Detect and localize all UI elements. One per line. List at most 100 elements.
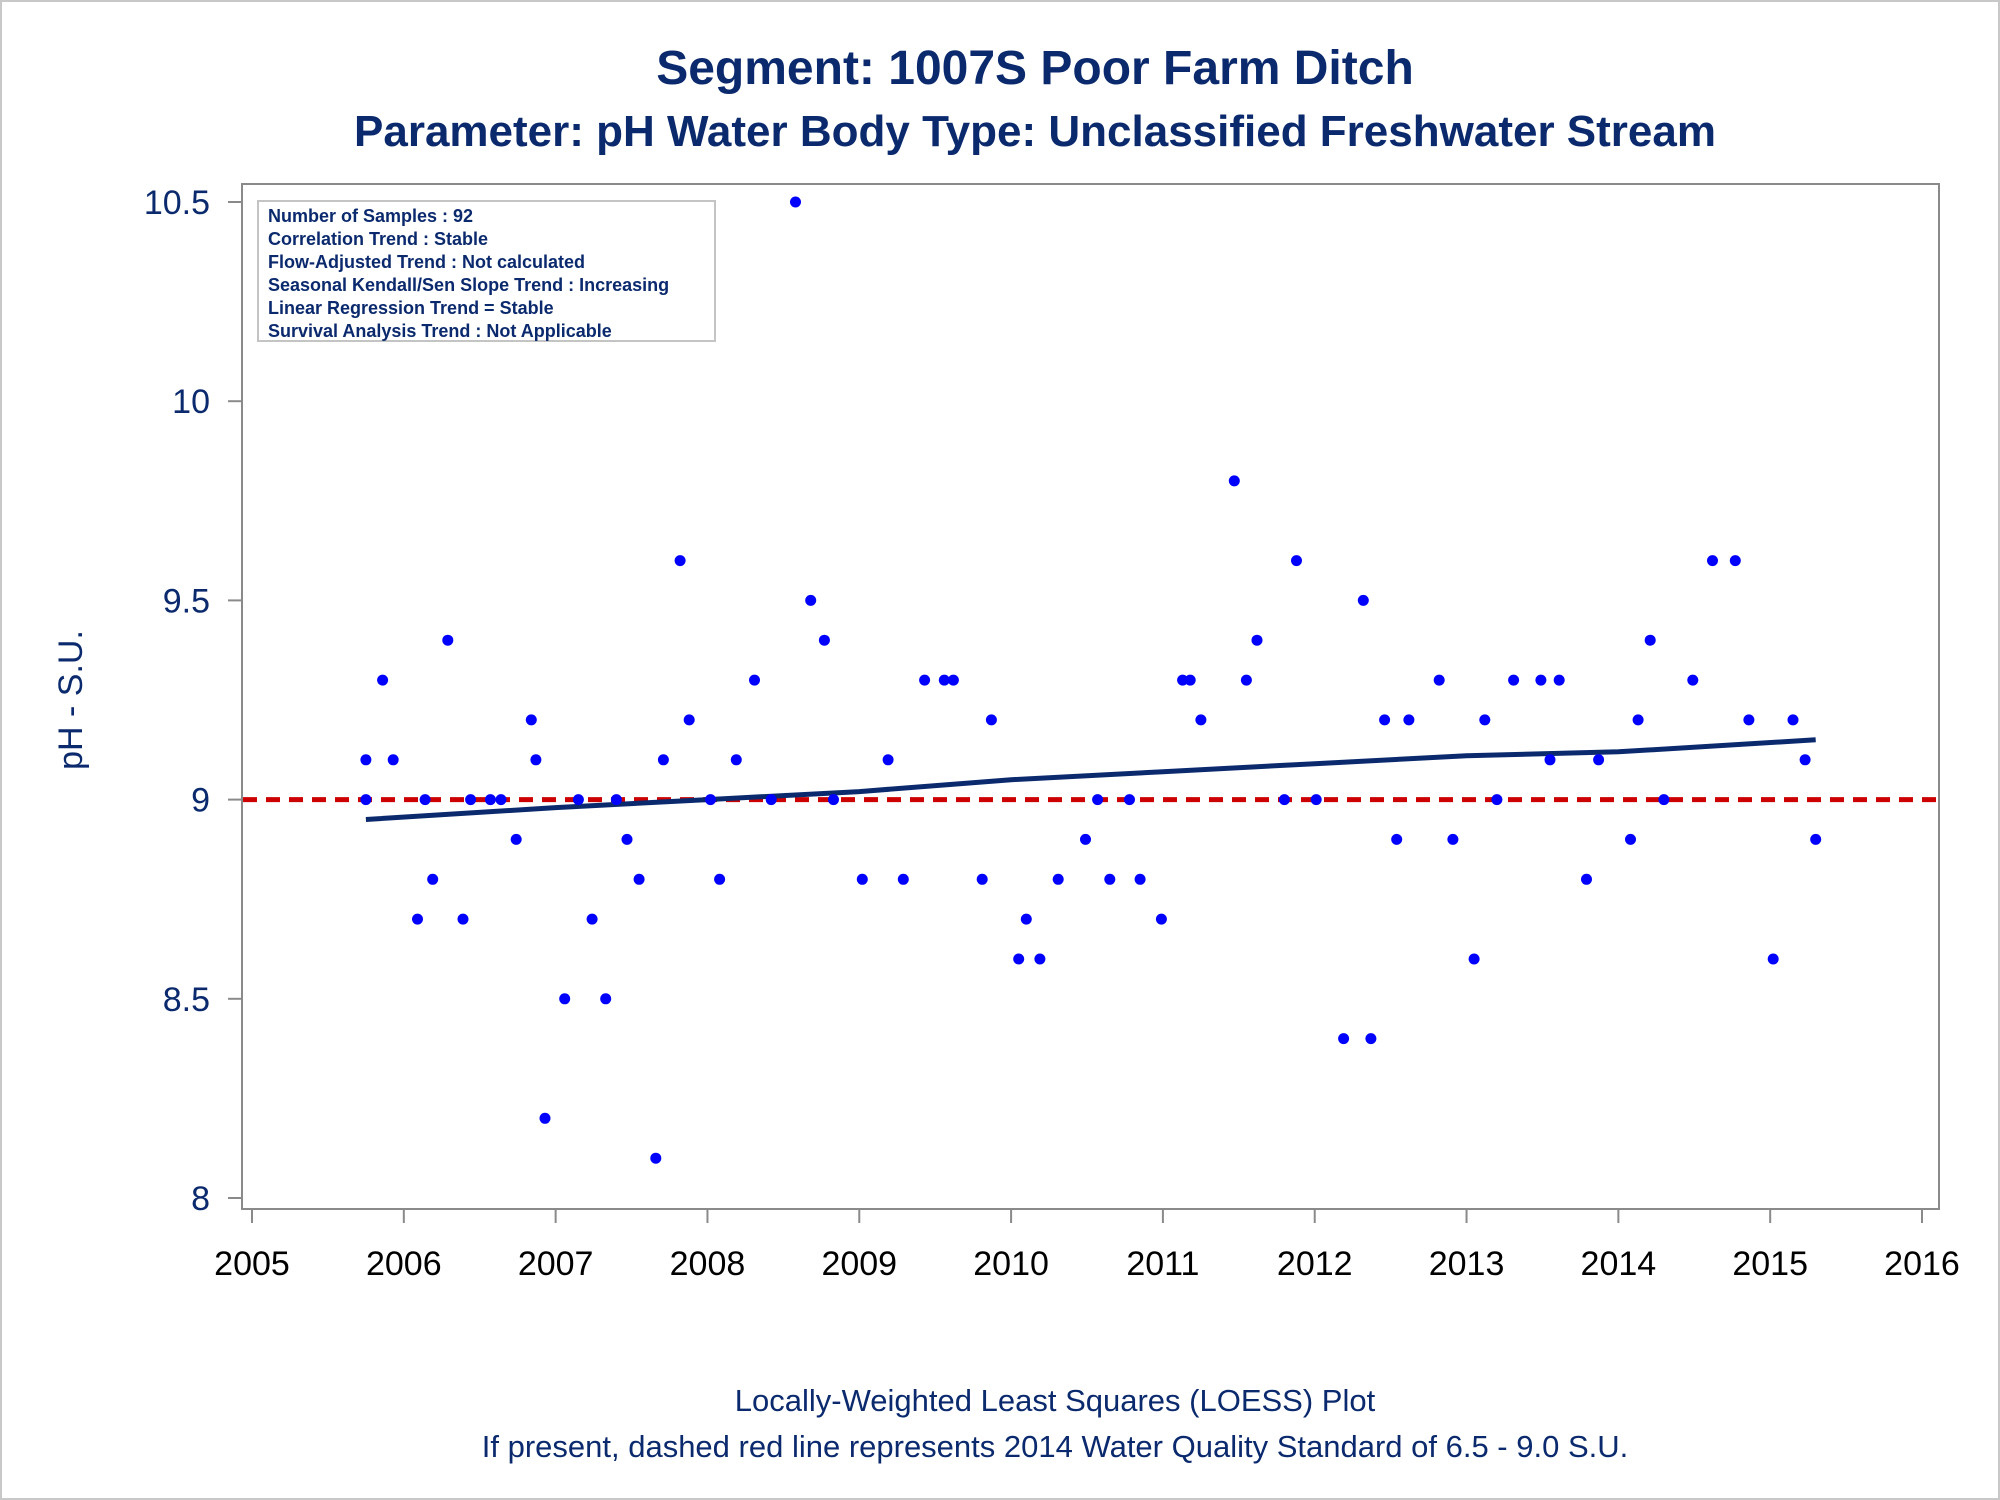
data-point	[657, 754, 669, 766]
data-point	[427, 873, 439, 885]
data-point	[818, 634, 830, 646]
stats-box-border	[257, 200, 716, 342]
data-point	[525, 714, 537, 726]
data-point	[1787, 714, 1799, 726]
data-point	[1379, 714, 1391, 726]
data-point	[705, 794, 716, 806]
data-point	[1155, 913, 1167, 925]
data-point	[600, 993, 612, 1005]
data-point	[765, 794, 777, 806]
y-tick-label: 9	[191, 782, 210, 820]
stats-box: Number of Samples : 92 Correlation Trend…	[257, 200, 716, 342]
data-point	[650, 1152, 662, 1164]
data-point	[1687, 674, 1699, 686]
data-point	[1535, 674, 1547, 686]
x-tick-label: 2013	[1429, 1245, 1505, 1283]
x-tick-label: 2009	[821, 1245, 897, 1283]
data-point	[919, 674, 931, 686]
x-tick-label: 2014	[1581, 1245, 1657, 1283]
data-point	[559, 993, 571, 1005]
stats-line-survival: Survival Analysis Trend : Not Applicable	[268, 321, 612, 341]
data-point	[882, 754, 894, 766]
data-point	[586, 913, 598, 925]
data-point	[495, 794, 507, 806]
data-point	[1291, 555, 1302, 567]
data-point	[1195, 714, 1207, 726]
data-point	[530, 754, 542, 766]
data-point	[714, 873, 726, 885]
data-point	[1104, 873, 1116, 885]
y-tick-label: 9.5	[163, 582, 210, 620]
data-point	[1124, 794, 1135, 806]
data-point	[1544, 754, 1556, 766]
x-tick-label: 2012	[1277, 1245, 1353, 1283]
data-point	[1240, 674, 1252, 686]
data-point	[1310, 794, 1322, 806]
y-tick-label: 10	[172, 383, 210, 421]
data-point	[1080, 833, 1091, 845]
data-point	[360, 754, 372, 766]
data-point	[1729, 555, 1741, 567]
chart-subtitle: Parameter: pH Water Body Type: Unclassif…	[354, 107, 1716, 156]
data-point	[1228, 475, 1240, 487]
data-point	[1767, 953, 1779, 965]
y-axis: 8 8.5 9 9.5 10 10.5	[144, 184, 243, 1218]
x-axis: 2005 2006 2007 2008 2009 2010 2011 2012 2013 2014…	[214, 1208, 1960, 1283]
data-point	[1743, 714, 1755, 726]
data-point	[805, 594, 817, 606]
data-point	[1134, 873, 1146, 885]
data-point	[457, 913, 469, 925]
y-axis-label: pH - S.U.	[52, 630, 90, 770]
data-point	[633, 873, 645, 885]
y-tick-label: 8	[191, 1180, 210, 1218]
stats-line-correlation: Correlation Trend : Stable	[268, 229, 488, 249]
data-point	[621, 833, 633, 845]
x-tick-label: 2005	[214, 1245, 290, 1283]
data-point	[1020, 913, 1032, 925]
data-point	[1581, 873, 1592, 885]
data-point	[1810, 833, 1822, 845]
data-point	[828, 794, 839, 806]
loess-curve	[365, 737, 1816, 822]
data-point	[412, 913, 423, 925]
data-point	[539, 1112, 551, 1124]
chart-title: Segment: 1007S Poor Farm Ditch	[656, 42, 1414, 95]
x-tick-label: 2008	[670, 1245, 746, 1283]
data-point	[572, 794, 584, 806]
x-tick-label: 2016	[1884, 1245, 1960, 1283]
stats-line-linear-regression: Linear Regression Trend = Stable	[268, 298, 554, 318]
data-point	[1034, 953, 1046, 965]
data-point	[1278, 794, 1290, 806]
data-point	[1799, 754, 1811, 766]
loess-layer	[365, 737, 1816, 822]
x-tick-label: 2006	[366, 1245, 442, 1283]
data-point	[465, 794, 477, 806]
data-point	[360, 794, 372, 806]
data-point	[1468, 953, 1480, 965]
footnote-standard: If present, dashed red line represents 2…	[482, 1429, 1629, 1464]
stats-line-seasonal-kendall: Seasonal Kendall/Sen Slope Trend : Incre…	[268, 275, 669, 295]
data-point	[985, 714, 997, 726]
data-point	[1491, 794, 1503, 806]
data-point	[1447, 833, 1459, 845]
data-point	[1553, 674, 1565, 686]
data-point	[1479, 714, 1491, 726]
y-tick-label: 10.5	[144, 184, 210, 222]
data-points	[360, 196, 1822, 1164]
x-tick-label: 2007	[518, 1245, 594, 1283]
data-point	[1707, 555, 1718, 567]
data-point	[730, 754, 742, 766]
x-tick-label: 2011	[1126, 1245, 1199, 1283]
data-point	[1251, 634, 1263, 646]
data-point	[1013, 953, 1025, 965]
data-point	[1177, 674, 1189, 686]
x-tick-label: 2010	[973, 1245, 1049, 1283]
data-point	[938, 674, 950, 686]
data-point	[377, 674, 389, 686]
data-point	[610, 794, 622, 806]
data-point	[856, 873, 868, 885]
data-point	[1632, 714, 1644, 726]
data-point	[1092, 794, 1104, 806]
data-point	[1433, 674, 1445, 686]
